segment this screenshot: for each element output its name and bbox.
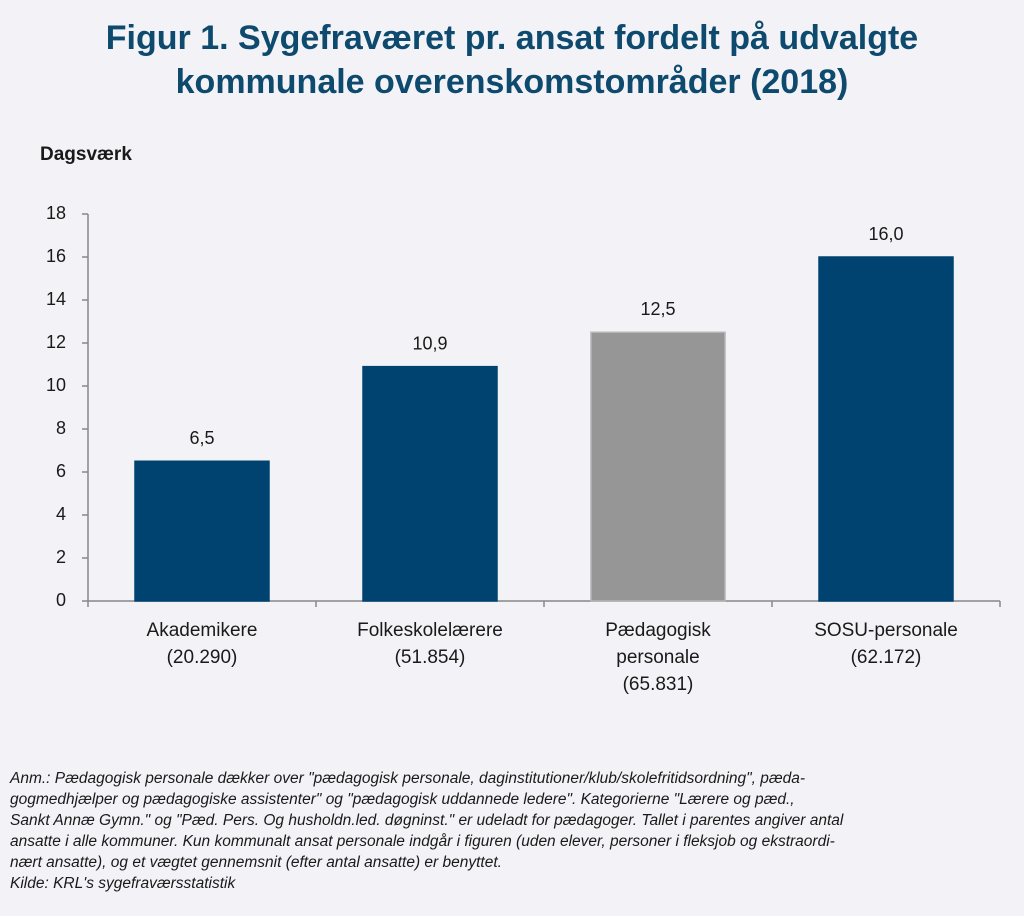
x-tick-label: Akademikere: [147, 620, 258, 641]
y-tick-label: 18: [46, 203, 66, 223]
y-tick-label: 12: [46, 332, 66, 352]
y-tick-label: 4: [56, 504, 66, 524]
x-tick-label: (62.172): [851, 647, 922, 668]
y-tick-label: 6: [56, 461, 66, 481]
bar: [362, 365, 498, 602]
value-label: 6,5: [189, 428, 214, 448]
chart-title: kommunale overenskomstområder (2018): [176, 63, 849, 101]
bar: [818, 256, 954, 602]
x-tick-label: Pædagogisk: [605, 620, 711, 641]
y-tick-label: 16: [46, 246, 66, 266]
y-tick-label: 8: [56, 418, 66, 438]
source: Kilde: KRL's sygefraværsstatistik: [10, 875, 236, 892]
y-tick-label: 10: [46, 375, 66, 395]
note: Sankt Annæ Gymn." og "Pæd. Pers. Og hush…: [10, 812, 844, 829]
bar: [134, 460, 270, 602]
x-tick-label: personale: [616, 647, 699, 668]
note: nært ansatte), og et vægtet gennemsnit (…: [10, 854, 502, 871]
x-tick-label: (65.831): [623, 674, 694, 695]
value-label: 10,9: [412, 333, 447, 353]
note: Anm.: Pædagogisk personale dækker over "…: [9, 770, 805, 787]
note: ansatte i alle kommuner. Kun kommunalt a…: [10, 833, 835, 850]
y-tick-label: 14: [46, 289, 66, 309]
x-tick-label: (20.290): [167, 647, 238, 668]
y-axis-label: Dagsværk: [40, 144, 132, 165]
note: gogmedhjælper og pædagogiske assistenter…: [10, 791, 795, 808]
value-label: 16,0: [868, 224, 903, 244]
chart-title: Figur 1. Sygefraværet pr. ansat fordelt …: [106, 19, 918, 57]
x-tick-label: (51.854): [395, 647, 466, 668]
bar: [590, 331, 726, 602]
x-tick-label: Folkeskolelærere: [357, 620, 503, 641]
value-label: 12,5: [640, 299, 675, 319]
y-tick-label: 2: [56, 547, 66, 567]
y-tick-label: 0: [56, 590, 66, 610]
x-tick-label: SOSU-personale: [814, 620, 958, 641]
